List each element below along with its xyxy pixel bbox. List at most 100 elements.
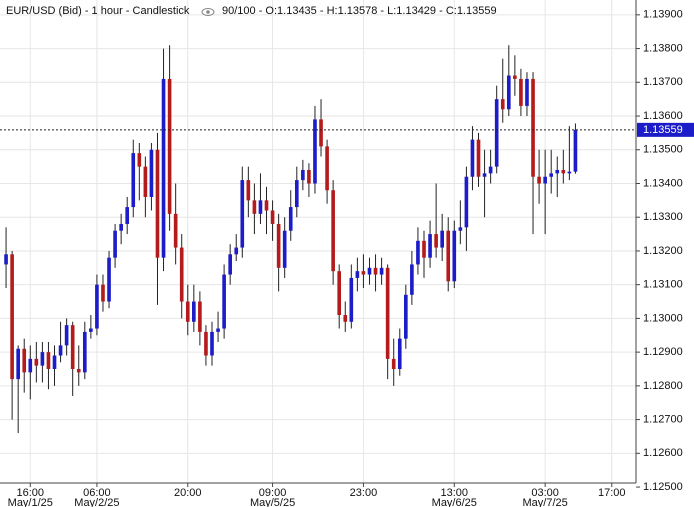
candle-body [276,223,281,268]
y-tick-label: 1.12500 [643,481,683,493]
candle-body [89,328,93,332]
candle-body [446,230,451,282]
y-tick-label: 1.13000 [643,312,683,324]
candle-body [404,294,408,339]
candle-body [367,267,372,275]
date-label: May/7/25 [523,497,568,507]
x-tick-label: 23:00 [350,487,378,499]
candle-body [113,230,117,258]
candle-body [16,348,20,380]
last-price-badge [637,122,694,137]
candle-body [234,247,239,255]
grid [0,0,636,483]
date-label: May/5/25 [250,497,295,507]
candle-body [270,210,275,224]
candle-body [258,200,263,214]
candle-body [500,99,505,110]
candle-body [228,254,232,275]
candle-body [555,169,560,174]
candle-body [361,271,366,275]
y-tick-label: 1.13400 [643,177,683,189]
candle-body [155,149,160,258]
candle-body [192,301,196,322]
candle-body [288,207,293,231]
candle-body [301,169,305,181]
candle-body [397,338,402,369]
candle-body [282,230,287,268]
candle-body [240,180,245,248]
candle-body [331,190,335,272]
y-tick-label: 1.13100 [643,279,683,291]
candle-body [179,247,184,302]
candle-body [46,352,51,369]
candle-body [216,328,220,332]
candle-body [52,355,57,369]
candle-body [125,207,130,224]
candle-body [22,348,27,373]
candle-body [222,274,226,329]
candle-body [416,240,420,265]
candle-body [143,166,148,197]
candle-body [264,200,269,211]
candle-body [428,234,432,258]
candle-body [325,146,329,191]
candle-body [373,267,378,275]
x-tick-label: 06:00 [83,487,111,499]
candle-body [294,180,299,208]
candle-body [131,153,136,208]
candle-body [185,301,190,322]
candle-body [82,331,87,373]
candle-body [107,257,111,302]
y-tick-label: 1.12900 [643,346,683,358]
eye-icon[interactable] [201,8,215,16]
candle-body [434,234,438,248]
candle-body [173,213,178,248]
candle-body [452,230,457,282]
date-label: May/2/25 [74,497,119,507]
y-tick-label: 1.13600 [643,110,683,122]
candle-body [470,139,475,177]
candle-body [204,331,208,356]
candle-body [198,301,202,332]
candle-body [76,368,81,373]
candle-body [422,240,426,258]
candle-body [307,169,311,184]
candle-body [458,227,463,231]
candle-body [506,75,511,110]
candle-body [246,180,251,201]
candle-body [567,171,572,174]
candle-body [40,352,45,366]
candle-body [161,78,166,258]
candle-body [210,331,214,356]
candle-body [543,176,547,184]
x-tick-label: 03:00 [531,487,559,499]
candle-body [252,200,257,214]
candle-body [537,176,541,184]
candle-body [410,264,414,295]
candle-body [513,75,517,79]
header-info: 90/100 - O:1.13435 - H:1.13578 - L:1.134… [222,5,497,17]
x-tick-label: 09:00 [259,487,287,499]
candle-body [343,315,348,322]
y-tick-label: 1.12800 [643,380,683,392]
candle-body [464,176,469,228]
candle-body [28,358,33,373]
candle-body [319,119,323,147]
candles [4,45,578,434]
candle-body [4,254,8,265]
candle-body [349,277,354,322]
candle-body [58,345,63,356]
y-tick-label: 1.13700 [643,76,683,88]
candle-body [440,230,444,248]
x-tick-label: 13:00 [441,487,469,499]
candle-body [573,129,578,172]
candle-body [519,78,523,106]
candle-body [64,325,69,346]
x-tick-label: 16:00 [17,487,45,499]
candle-body [531,78,535,177]
candle-body [549,173,554,177]
date-label: May/6/25 [432,497,477,507]
y-tick-label: 1.13800 [643,42,683,54]
candle-body [482,173,487,177]
